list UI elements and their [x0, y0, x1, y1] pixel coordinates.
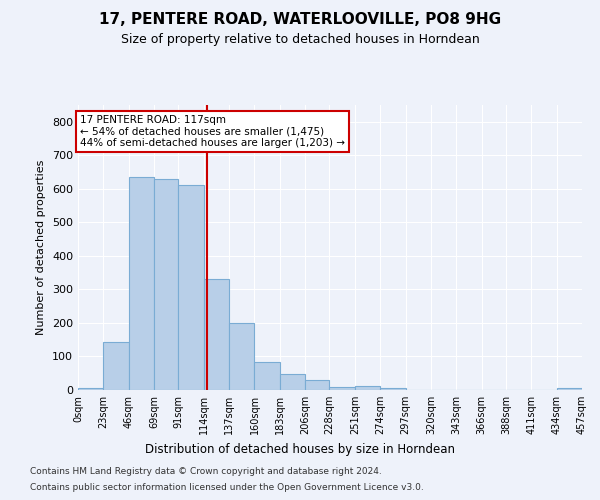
Y-axis label: Number of detached properties: Number of detached properties	[37, 160, 46, 335]
Bar	[380, 388, 406, 390]
Bar	[103, 342, 129, 390]
Text: 17 PENTERE ROAD: 117sqm
← 54% of detached houses are smaller (1,475)
44% of semi: 17 PENTERE ROAD: 117sqm ← 54% of detache…	[80, 115, 345, 148]
Bar	[355, 386, 380, 390]
Bar	[557, 388, 582, 390]
Bar	[280, 374, 305, 390]
Bar	[129, 177, 154, 390]
Bar	[78, 388, 103, 390]
Text: Distribution of detached houses by size in Horndean: Distribution of detached houses by size …	[145, 442, 455, 456]
Bar	[204, 280, 229, 390]
Bar	[305, 380, 329, 390]
Bar	[329, 386, 355, 390]
Bar	[178, 186, 204, 390]
Text: 17, PENTERE ROAD, WATERLOOVILLE, PO8 9HG: 17, PENTERE ROAD, WATERLOOVILLE, PO8 9HG	[99, 12, 501, 28]
Text: Size of property relative to detached houses in Horndean: Size of property relative to detached ho…	[121, 32, 479, 46]
Bar	[254, 362, 280, 390]
Text: Contains HM Land Registry data © Crown copyright and database right 2024.: Contains HM Land Registry data © Crown c…	[30, 468, 382, 476]
Text: Contains public sector information licensed under the Open Government Licence v3: Contains public sector information licen…	[30, 482, 424, 492]
Bar	[154, 179, 178, 390]
Bar	[229, 323, 254, 390]
